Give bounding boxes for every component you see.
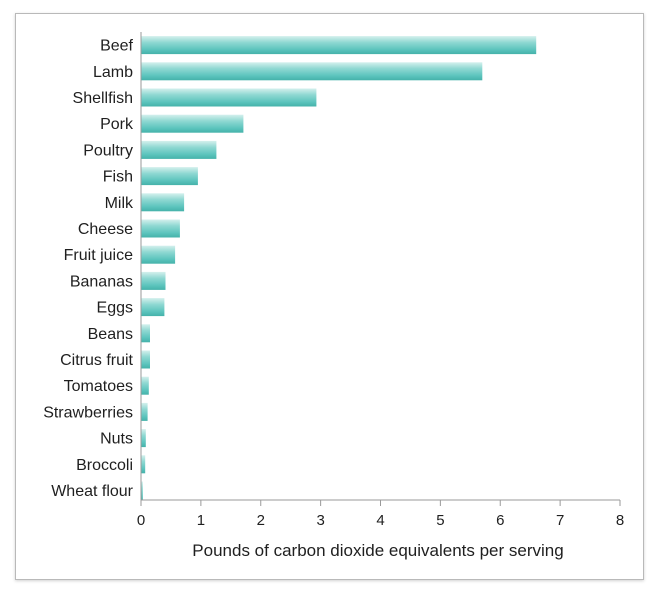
category-label: Beef: [100, 38, 133, 55]
bar-milk: [141, 193, 185, 212]
bar-strawberries: [141, 402, 148, 421]
category-label: Nuts: [100, 431, 133, 448]
chart-frame: [15, 13, 644, 580]
bar-bananas: [141, 271, 166, 290]
category-label: Fruit juice: [64, 247, 133, 264]
category-label: Citrus fruit: [60, 352, 133, 369]
bar-eggs: [141, 298, 165, 317]
category-labels: Beef Lamb Shellfish Pork Poultry Fish Milk Chee…: [43, 38, 134, 500]
x-tick-label: 5: [436, 512, 444, 529]
bars-layer: [141, 36, 537, 500]
x-tick-label: 3: [316, 512, 324, 529]
category-label: Beans: [88, 326, 133, 343]
category-label: Cheese: [78, 221, 133, 238]
x-axis-title: Pounds of carbon dioxide equivalents per…: [192, 541, 563, 560]
category-label: Pork: [100, 116, 134, 133]
bar-beans: [141, 324, 150, 343]
category-label: Poultry: [83, 142, 133, 159]
bar-tomatoes: [141, 376, 149, 395]
bar-beef: [141, 36, 537, 55]
x-axis-ticks: 0 1 2 3 4 5 6 7 8: [137, 500, 624, 529]
category-label: Tomatoes: [64, 378, 133, 395]
x-tick-label: 4: [376, 512, 384, 529]
x-tick-label: 6: [496, 512, 504, 529]
bar-citrus-fruit: [141, 350, 150, 369]
x-tick-label: 0: [137, 512, 145, 529]
bar-broccoli: [141, 455, 146, 474]
category-label: Eggs: [97, 300, 133, 317]
bar-cheese: [141, 219, 180, 238]
x-tick-label: 1: [197, 512, 205, 529]
category-label: Lamb: [93, 64, 133, 81]
category-label: Shellfish: [73, 90, 133, 107]
category-label: Strawberries: [43, 404, 133, 421]
bar-pork: [141, 114, 244, 133]
x-tick-label: 2: [257, 512, 265, 529]
category-label: Bananas: [70, 273, 133, 290]
bar-fruit-juice: [141, 245, 176, 264]
category-label: Milk: [105, 195, 134, 212]
x-tick-label: 7: [556, 512, 564, 529]
bar-nuts: [141, 429, 146, 448]
category-label: Fish: [103, 169, 133, 186]
bar-poultry: [141, 140, 217, 159]
bar-shellfish: [141, 88, 317, 107]
bar-wheat-flour: [141, 481, 143, 500]
bar-lamb: [141, 62, 483, 81]
x-tick-label: 8: [616, 512, 624, 529]
category-label: Wheat flour: [51, 483, 133, 500]
category-label: Broccoli: [76, 457, 133, 474]
bar-fish: [141, 167, 198, 186]
